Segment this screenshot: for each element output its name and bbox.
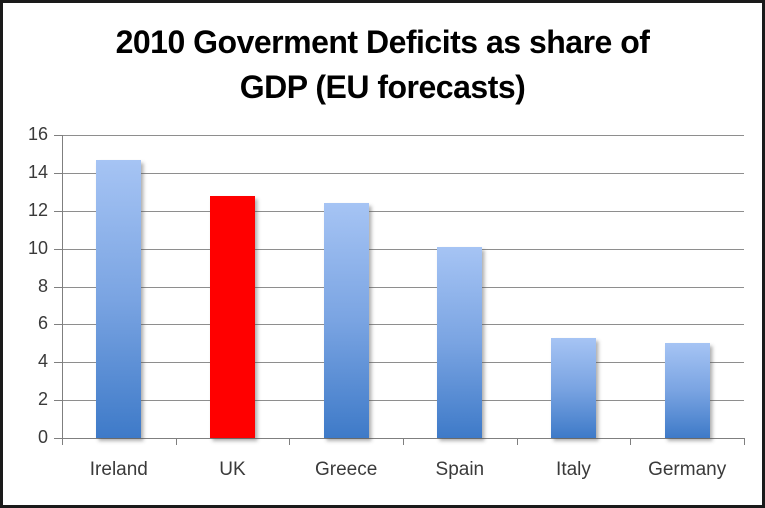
y-tick-mark-16 bbox=[54, 135, 62, 136]
y-tick-label-6: 6 bbox=[37, 313, 48, 334]
y-tick-label-0: 0 bbox=[37, 427, 48, 447]
x-label-spain: Spain bbox=[435, 459, 485, 480]
y-tick-mark-10 bbox=[54, 248, 62, 250]
gridline-2 bbox=[62, 400, 744, 402]
x-label-germany: Germany bbox=[648, 459, 727, 480]
y-tick-label-14: 14 bbox=[27, 161, 48, 182]
chart-title-line1: 2010 Goverment Deficits as share of bbox=[115, 24, 650, 60]
bar-germany bbox=[664, 343, 710, 438]
y-tick-label-12: 12 bbox=[27, 199, 48, 220]
y-tick-mark-8 bbox=[54, 286, 62, 288]
y-axis-line bbox=[62, 135, 63, 445]
x-label-ireland: Ireland bbox=[89, 459, 148, 480]
y-tick-mark-6 bbox=[54, 324, 62, 326]
gridline-8 bbox=[62, 286, 744, 288]
chart-title: 2010 Goverment Deficits as share of GDP … bbox=[0, 20, 765, 110]
gridline-10 bbox=[62, 248, 744, 250]
y-tick-label-8: 8 bbox=[37, 275, 48, 296]
chart-title-line2: GDP (EU forecasts) bbox=[239, 69, 526, 105]
x-label-uk: UK bbox=[219, 459, 246, 480]
x-tick-mark-2 bbox=[289, 439, 291, 445]
y-tick-mark-12 bbox=[54, 210, 62, 212]
y-tick-label-10: 10 bbox=[27, 237, 48, 258]
y-tick-label-2: 2 bbox=[37, 389, 48, 410]
bar-greece bbox=[323, 203, 369, 438]
bar-italy bbox=[551, 337, 596, 438]
bar-ireland bbox=[96, 159, 142, 438]
x-tick-mark-6 bbox=[744, 439, 745, 445]
x-tick-mark-1 bbox=[175, 439, 177, 445]
gridline-16 bbox=[62, 135, 744, 136]
x-tick-mark-3 bbox=[403, 439, 404, 445]
y-tick-mark-0 bbox=[54, 438, 62, 439]
x-label-italy: Italy bbox=[556, 459, 591, 480]
x-axis-line bbox=[62, 438, 745, 439]
x-tick-mark-5 bbox=[630, 439, 632, 445]
gridline-12 bbox=[62, 210, 744, 212]
x-tick-mark-4 bbox=[516, 439, 518, 445]
y-tick-label-4: 4 bbox=[37, 351, 48, 372]
gridline-6 bbox=[62, 324, 744, 326]
x-tick-mark-0 bbox=[62, 439, 63, 445]
y-tick-mark-14 bbox=[54, 172, 62, 174]
bar-spain bbox=[437, 246, 483, 438]
bar-uk bbox=[210, 195, 255, 438]
y-tick-label-16: 16 bbox=[27, 124, 48, 144]
y-tick-mark-2 bbox=[54, 400, 62, 402]
gridline-4 bbox=[62, 362, 744, 364]
y-tick-mark-4 bbox=[54, 362, 62, 364]
x-label-greece: Greece bbox=[315, 459, 378, 480]
gridline-14 bbox=[62, 172, 744, 174]
